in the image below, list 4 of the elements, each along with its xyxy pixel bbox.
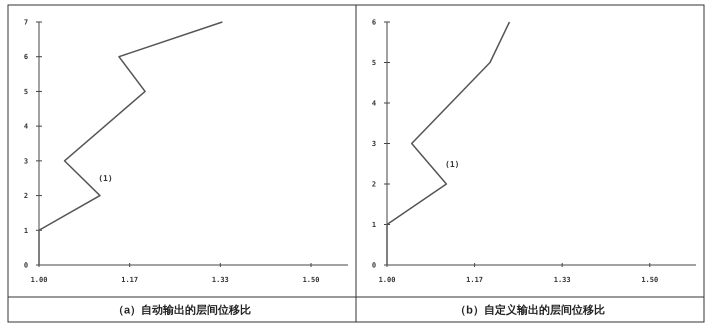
annotation: (1) <box>445 160 460 169</box>
annotation: (1) <box>98 174 113 184</box>
text: （b）自定义输出的层间位移比 <box>455 304 605 316</box>
text: （a）自动输出的层间位移比 <box>112 304 252 316</box>
